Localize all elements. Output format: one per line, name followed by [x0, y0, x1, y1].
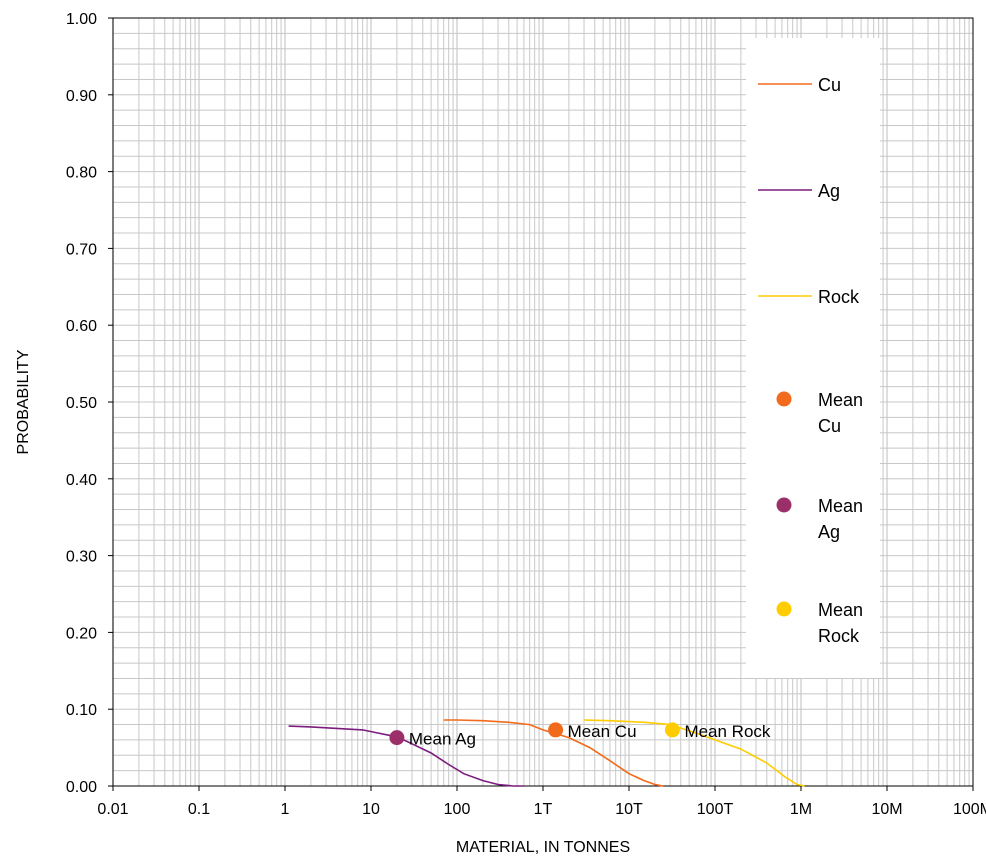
y-tick-label: 0.40 [66, 472, 97, 489]
x-axis-ticks: 0.01 0.1 1 10 100 1T 10T 100T 1M 10M 100M [97, 786, 986, 818]
point-annotation: Mean Rock [684, 722, 770, 741]
x-tick-label: 10 [362, 801, 380, 818]
y-tick-label: 0.00 [66, 779, 97, 796]
x-axis-title: MATERIAL, IN TONNES [456, 839, 630, 856]
x-tick-label: 10T [615, 801, 643, 818]
x-tick-label: 10M [871, 801, 902, 818]
series-lines [288, 719, 805, 787]
y-tick-label: 0.90 [66, 88, 97, 105]
point-annotation: Mean Cu [568, 722, 637, 741]
point-mean-ag [389, 730, 405, 746]
y-tick-label: 0.50 [66, 395, 97, 412]
y-tick-label: 0.60 [66, 318, 97, 335]
legend-label: Ag [818, 181, 840, 201]
y-axis-ticks: 0.00 0.10 0.20 0.30 0.40 0.50 0.60 0.70 0.80 0.90… [66, 11, 113, 796]
x-tick-label: 1T [534, 801, 553, 818]
x-tick-label: 0.01 [97, 801, 128, 818]
legend-label: Cu [818, 75, 841, 95]
legend-item: Cu [758, 75, 841, 95]
legend-item: Mean Cu [776, 390, 863, 436]
legend: Cu Ag Rock Mean Cu Mean Ag Mean Rock [746, 38, 880, 678]
y-tick-label: 1.00 [66, 11, 97, 28]
y-tick-label: 0.80 [66, 165, 97, 182]
legend-point-swatch [776, 497, 792, 513]
legend-label: Mean [818, 496, 863, 516]
point-mean-cu [548, 722, 564, 738]
mean-points: Mean Cu Mean Ag Mean Rock [389, 722, 771, 749]
y-tick-label: 0.20 [66, 625, 97, 642]
x-tick-label: 100M [953, 801, 986, 818]
y-tick-label: 0.10 [66, 702, 97, 719]
legend-point-swatch [776, 601, 792, 617]
x-tick-label: 100 [444, 801, 471, 818]
legend-item: Mean Rock [776, 600, 863, 646]
y-tick-label: 0.70 [66, 241, 97, 258]
legend-point-swatch [776, 391, 792, 407]
series-line-rock [583, 719, 805, 787]
x-tick-label: 1 [281, 801, 290, 818]
x-tick-label: 0.1 [188, 801, 210, 818]
legend-label: Mean [818, 600, 863, 620]
legend-label: Ag [818, 522, 840, 542]
legend-item: Ag [758, 181, 840, 201]
legend-box [746, 38, 880, 678]
y-axis-title: PROBABILITY [15, 349, 32, 454]
x-tick-label: 1M [790, 801, 812, 818]
point-annotation: Mean Ag [409, 730, 476, 749]
series-line-ag [288, 725, 524, 787]
legend-item: Mean Ag [776, 496, 863, 542]
legend-label: Rock [818, 287, 860, 307]
legend-label: Rock [818, 626, 860, 646]
legend-label: Cu [818, 416, 841, 436]
x-tick-label: 100T [697, 801, 734, 818]
legend-label: Mean [818, 390, 863, 410]
series-line-cu [443, 719, 664, 787]
y-tick-label: 0.30 [66, 549, 97, 566]
point-mean-rock [664, 722, 680, 738]
legend-item: Rock [758, 287, 860, 307]
